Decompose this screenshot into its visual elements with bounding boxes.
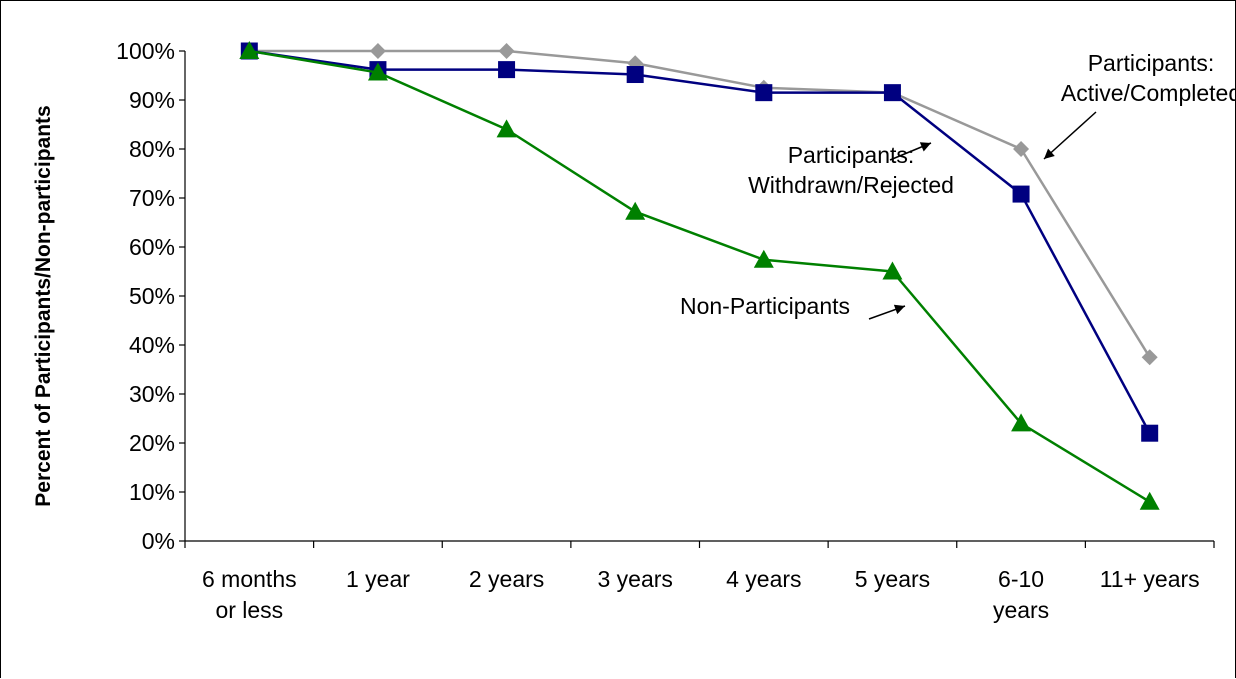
- x-tick-label: 1 year: [346, 566, 410, 592]
- data-point-triangle: [1011, 413, 1032, 432]
- axes: 0% 10% 20% 30% 40% 50% 60% 70% 80% 90% 100% 6 month…: [32, 38, 1215, 623]
- y-tick-label: 50%: [129, 283, 175, 309]
- x-tick-label: 6-10 years: [993, 566, 1049, 623]
- y-tick-label: 60%: [129, 234, 175, 260]
- x-tick-label: 6 months or less: [202, 566, 297, 623]
- data-point-diamond: [498, 43, 515, 59]
- annotation-label: Participants: Active/Completed: [1061, 50, 1236, 106]
- data-point-square: [1012, 185, 1030, 203]
- data-point-triangle: [239, 41, 260, 59]
- series-line: [249, 49, 1151, 503]
- y-tick-label: 90%: [129, 87, 175, 113]
- data-point-diamond: [1141, 349, 1158, 366]
- annotation-label: Participants: Withdrawn/Rejected: [748, 142, 954, 198]
- data-point-triangle: [753, 249, 774, 268]
- annotation-label: Non-Participants: [680, 293, 850, 319]
- data-point-square: [498, 61, 516, 79]
- y-tick-label: 30%: [129, 381, 175, 407]
- y-tick-label: 20%: [129, 430, 175, 456]
- y-tick-label: 80%: [129, 136, 175, 162]
- data-point-triangle: [496, 119, 517, 138]
- annotation-arrow-head: [919, 142, 931, 152]
- series-line: [249, 49, 1151, 358]
- data-point-square: [755, 84, 773, 102]
- y-tick-label: 0%: [142, 528, 175, 554]
- data-point-triangle: [1139, 491, 1160, 510]
- x-tick-label: 4 years: [726, 566, 801, 592]
- x-tick-label: 3 years: [597, 566, 672, 592]
- series-2: [239, 41, 1160, 510]
- y-tick-label: 10%: [129, 479, 175, 505]
- series-line: [249, 49, 1151, 434]
- data-point-triangle: [882, 261, 903, 280]
- data-point-triangle: [367, 62, 388, 81]
- data-point-square: [626, 66, 644, 84]
- annotation-arrow-head: [893, 304, 905, 315]
- annotation-arrow-head: [1044, 148, 1055, 159]
- y-tick-label: 40%: [129, 332, 175, 358]
- annotations: Participants: Active/Completed Participant…: [680, 50, 1236, 320]
- data-point-square: [1141, 424, 1159, 442]
- y-axis-title: Percent of Participants/Non-participants: [32, 105, 55, 506]
- series-1: [240, 42, 1159, 442]
- y-tick-label: 70%: [129, 185, 175, 211]
- y-tick-label: 100%: [116, 38, 175, 64]
- x-tick-label: 2 years: [469, 566, 544, 592]
- data-point-diamond: [369, 43, 386, 59]
- data-point-square: [883, 84, 901, 102]
- data-point-diamond: [1013, 141, 1030, 157]
- data-point-triangle: [625, 201, 646, 220]
- annotation-arrow-shaft: [1043, 111, 1097, 160]
- x-tick-label: 5 years: [855, 566, 930, 592]
- x-tick-label: 11+ years: [1100, 566, 1200, 592]
- series-layer: [239, 41, 1160, 510]
